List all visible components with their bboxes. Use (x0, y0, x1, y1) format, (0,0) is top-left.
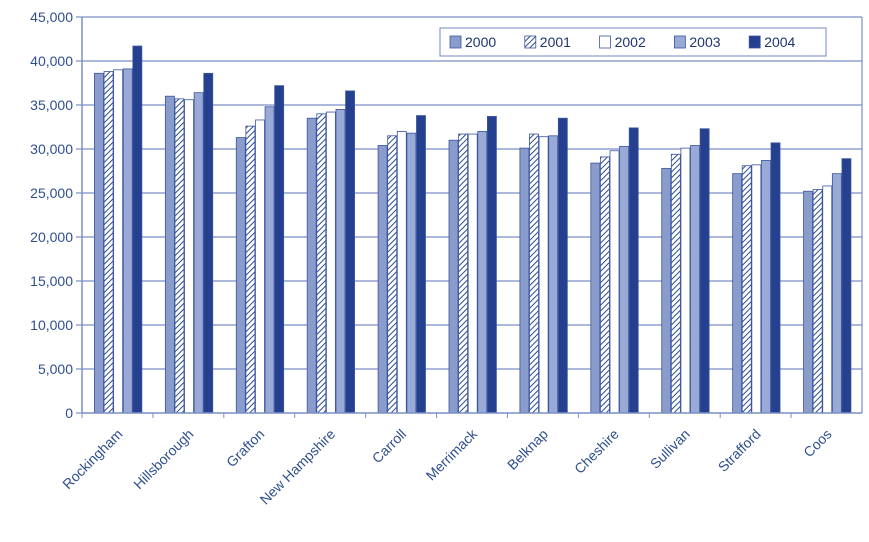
y-tick-label: 0 (65, 405, 73, 421)
bar-2002 (113, 69, 124, 414)
bar-2003 (335, 109, 346, 414)
bar-2000 (590, 162, 601, 414)
x-tick-label: New Hampshire (257, 426, 339, 508)
bar-2004 (557, 117, 568, 414)
bar-2002 (680, 147, 691, 414)
y-tick-label: 10,000 (30, 317, 73, 333)
bar-2001 (316, 113, 327, 414)
legend-label-2000: 2000 (465, 34, 496, 50)
x-tick-label: Strafford (715, 426, 764, 475)
bar-2003 (761, 160, 771, 414)
bar-2002 (325, 111, 336, 414)
x-tick-label: Rockingham (59, 426, 125, 492)
bar-2002 (396, 130, 407, 414)
x-tick-label: Merrimack (423, 425, 481, 483)
bar-2002 (751, 164, 762, 414)
bar-2000 (235, 137, 246, 414)
bar-2003 (193, 92, 204, 414)
y-tick-label: 35,000 (30, 97, 73, 113)
y-tick-label: 5,000 (38, 361, 73, 377)
bar-2001 (387, 135, 398, 414)
bar-2000 (803, 190, 813, 414)
legend-swatch-2000 (449, 35, 462, 49)
legend-swatch-2004 (748, 35, 761, 49)
bar-2004 (486, 116, 497, 414)
bar-2002 (822, 185, 833, 414)
bar-2001 (245, 125, 256, 414)
bar-2000 (164, 95, 175, 414)
bar-2003 (477, 130, 488, 414)
bar-2003 (122, 68, 133, 414)
bar-2003 (406, 132, 417, 414)
bar-2004 (770, 142, 781, 414)
bar-2002 (538, 136, 549, 414)
bar-2003 (264, 106, 275, 414)
bar-2003 (548, 135, 559, 414)
bar-2001 (600, 156, 610, 414)
bar-2000 (94, 72, 104, 414)
x-tick-label: Sullivan (647, 426, 693, 472)
bar-2001 (103, 71, 114, 414)
bar-2002 (184, 99, 194, 414)
y-tick-label: 25,000 (30, 185, 73, 201)
bar-2000 (661, 167, 672, 414)
bar-2003 (619, 145, 630, 414)
bar-2000 (306, 117, 317, 414)
bar-2002 (609, 150, 620, 414)
legend-swatch-2001 (524, 35, 537, 49)
bar-2004 (699, 128, 710, 414)
x-tick-label: Cheshire (571, 426, 622, 477)
bar-2004 (274, 85, 285, 414)
bar-2000 (377, 145, 388, 414)
y-tick-label: 45,000 (30, 9, 73, 25)
bar-2002 (255, 119, 265, 414)
legend-label-2004: 2004 (764, 34, 795, 50)
bar-2003 (831, 173, 842, 414)
x-tick-label: Grafton (223, 426, 267, 470)
x-tick-label: Hillsborough (130, 426, 196, 492)
legend-label-2002: 2002 (615, 34, 646, 50)
legend-box (439, 27, 827, 57)
x-tick-label: Belknap (504, 426, 551, 473)
x-tick-label: Carroll (369, 426, 409, 466)
bar-2004 (628, 127, 639, 414)
bar-2000 (519, 147, 530, 414)
bar-2002 (467, 133, 478, 414)
bar-2000 (448, 139, 459, 414)
bar-2004 (345, 90, 355, 414)
legend-swatch-2003 (674, 35, 686, 49)
bar-2003 (690, 145, 700, 414)
y-tick-label: 20,000 (30, 229, 73, 245)
legend: 2000 2001 2002 2003 2004 (439, 27, 827, 57)
x-tick-label: Coos (800, 426, 834, 460)
bar-2001 (812, 189, 823, 414)
bar-2004 (203, 72, 214, 414)
bar-2004 (416, 115, 426, 414)
bar-2001 (670, 153, 681, 414)
legend-swatch-2002 (599, 35, 611, 49)
y-tick-label: 15,000 (30, 273, 73, 289)
bar-2000 (732, 173, 743, 414)
bar-2004 (841, 158, 852, 414)
bar-2001 (741, 165, 752, 414)
bar-2001 (458, 133, 469, 414)
legend-label-2003: 2003 (689, 34, 720, 50)
y-tick-label: 30,000 (30, 141, 73, 157)
bar-2004 (132, 45, 143, 414)
bars (94, 45, 852, 414)
y-tick-label: 40,000 (30, 53, 73, 69)
bar-2001 (174, 98, 185, 414)
legend-label-2001: 2001 (540, 34, 571, 50)
bar-2001 (529, 133, 539, 414)
